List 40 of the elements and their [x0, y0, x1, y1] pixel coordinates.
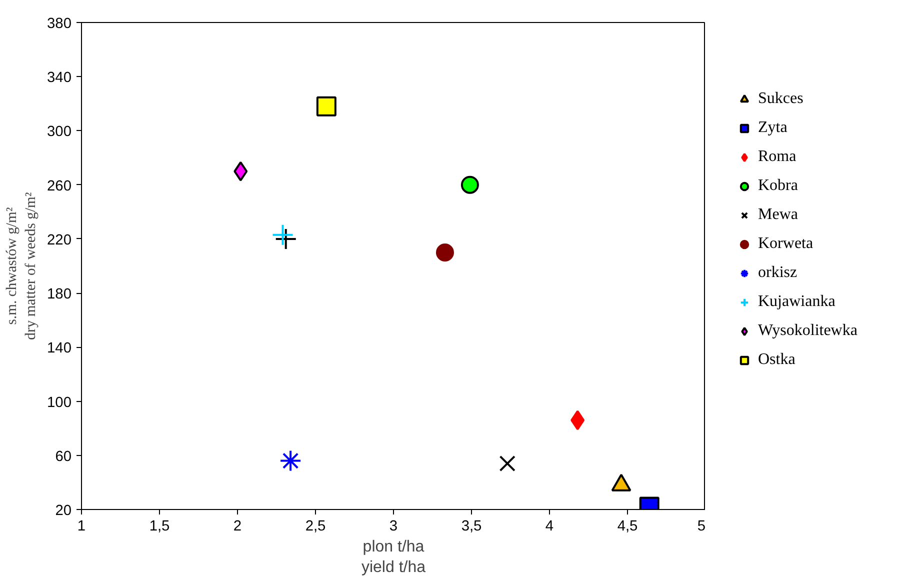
x-tick-label: 2,5	[305, 518, 326, 534]
x-tick-label: 3	[389, 518, 398, 534]
legend-label: Wysokolitewka	[758, 322, 858, 340]
point	[234, 161, 248, 182]
x-tick-label: 1,5	[149, 518, 170, 534]
point	[499, 455, 516, 472]
y-tick-label: 300	[47, 124, 72, 140]
y-tick-label: 220	[47, 232, 72, 248]
x-tick-label: 1	[77, 518, 86, 534]
y-tick-label: 340	[47, 70, 72, 86]
legend-label: Mewa	[758, 206, 798, 224]
point	[280, 450, 302, 472]
legend-label: Roma	[758, 148, 796, 166]
point	[436, 243, 454, 262]
legend-label: Korweta	[758, 235, 814, 253]
legend-label: Sukces	[758, 90, 804, 108]
y-tick-label: 60	[55, 448, 72, 465]
legend-label: Kobra	[758, 177, 798, 195]
x-axis-title: plon t/ha yield t/ha	[361, 538, 426, 576]
point	[272, 224, 294, 246]
x-tick-label: 4,5	[617, 518, 638, 534]
y-tick-label: 140	[47, 340, 72, 357]
y-tick-label: 20	[55, 503, 72, 519]
legend-label: orkisz	[758, 264, 798, 282]
x-tick-label: 2	[233, 518, 242, 534]
point	[570, 410, 585, 430]
legend-label: Ostka	[758, 351, 796, 369]
point	[274, 228, 297, 250]
legend-label: Zyta	[758, 119, 788, 137]
point	[316, 96, 336, 116]
y-tick-label: 180	[47, 286, 72, 303]
point	[460, 176, 479, 194]
x-tick-label: 5	[697, 518, 706, 534]
legend-label: Kujawianka	[758, 293, 836, 311]
x-tick-label: 4	[545, 518, 554, 534]
y-tick-label: 100	[47, 394, 72, 411]
y-tick-label: 380	[47, 16, 72, 32]
y-axis-title: s.m. chwastów g/m² dry matter of weeds g/m²	[4, 192, 40, 340]
x-tick-label: 3,5	[461, 518, 482, 534]
y-tick-label: 260	[47, 178, 72, 194]
